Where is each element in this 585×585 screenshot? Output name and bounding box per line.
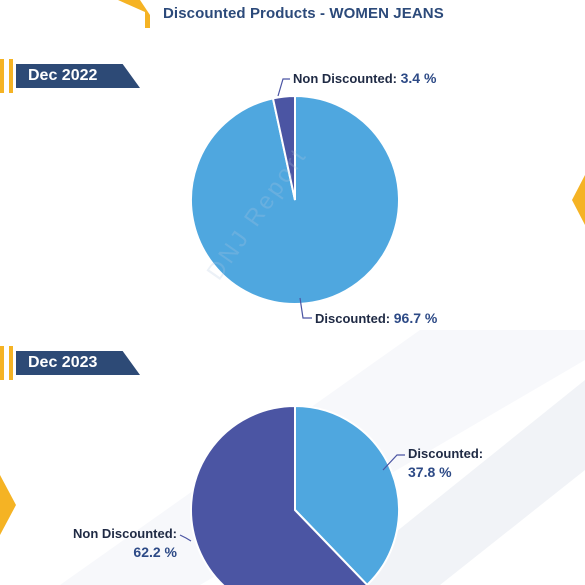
pie-chart-dec-2022 [190,94,400,305]
tag-accent-bar [0,346,4,380]
period-tag-dec-2023: Dec 2023 [0,346,140,380]
dec-2023-slice-discounted [294,404,400,585]
slice-value: 3.4 % [400,70,437,86]
tag-accent-bars [0,59,14,93]
leader-line-discounted-2022 [299,297,312,319]
accent-shape-right [572,175,585,225]
period-label: Dec 2023 [28,354,98,371]
accent-shape-left [0,475,16,535]
callout-discounted-2022: Discounted: 96.7 % [315,310,437,326]
leader-line-non-discounted-2023 [179,534,192,542]
dec-2022-slice-non-discounted [271,94,296,201]
slice-value: 37.8 % [408,464,452,480]
accent-shape-top [118,0,150,28]
callout-non-discounted-2023: Non Discounted: 62.2 % [65,524,177,562]
leader-line-discounted-2023 [382,454,405,471]
tag-accent-bar [9,346,13,380]
page-title: Discounted Products - WOMEN JEANS [163,5,444,22]
leader-line-non-discounted-2022 [277,78,290,97]
period-tag-dec-2022: Dec 2022 [0,59,140,93]
callout-discounted-2023: Discounted: 37.8 % [408,444,483,482]
tag-accent-bars [0,346,14,380]
pie-chart-dec-2023 [190,404,400,585]
tag-ribbon [16,64,140,88]
tag-ribbon [16,351,140,375]
period-label: Dec 2022 [28,67,98,84]
dec-2023-slice-non-discounted [190,404,369,585]
slice-value: 96.7 % [393,310,438,326]
slice-label: Discounted: [408,446,484,461]
slice-label: Non Discounted: [293,71,397,86]
slice-value: 62.2 % [133,544,177,560]
slice-label: Discounted: [315,311,391,326]
tag-accent-bar [9,59,13,93]
tag-accent-bar [0,59,4,93]
slice-label: Non Discounted: [73,526,177,541]
callout-non-discounted-2022: Non Discounted: 3.4 % [293,70,436,86]
